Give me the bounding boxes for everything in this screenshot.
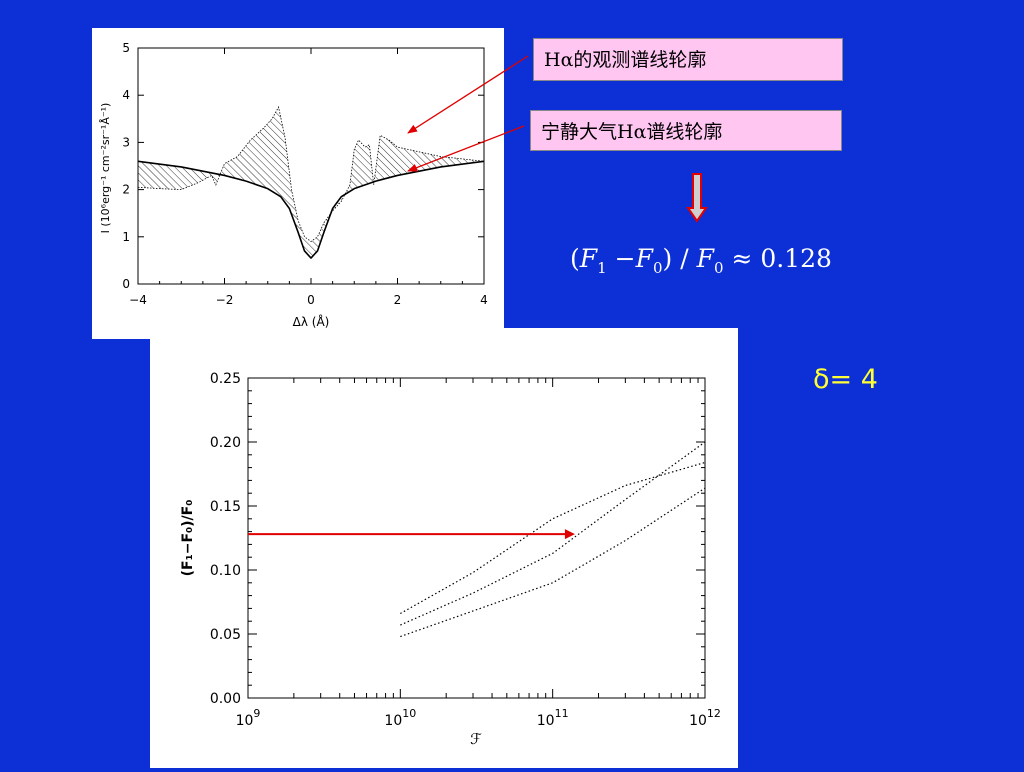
spectrum-y-tick-label: 3	[122, 135, 130, 149]
spectrum-y-tick-label: 0	[122, 277, 130, 291]
spectrum-x-tick-label: 0	[307, 293, 315, 307]
spectrum-y-tick-label: 4	[122, 88, 130, 102]
ratio-y-axis-label: (F₁−F₀)/F₀	[180, 500, 196, 577]
spectrum-chart-panel: −4 −2 0 2 4 0 1 2 3 4 5 Δλ (Å) I (10⁶erg⁻¹ cm⁻²sr⁻…	[92, 28, 504, 339]
spectrum-y-tick-label: 5	[122, 41, 130, 55]
spectrum-x-tick-label: 4	[480, 293, 488, 307]
quiet-profile-line	[138, 160, 484, 259]
ratio-x-tick-label: 1010	[384, 707, 416, 729]
observed-excess-hatch	[138, 107, 484, 259]
ratio-chart-panel: 109 1010 1011 1012 0.00 0.05 0.10 0.15 0.20 0.25 …	[150, 328, 738, 768]
spectrum-y-tick-label: 2	[122, 183, 130, 197]
ratio-level-arrow-head	[564, 529, 575, 540]
spectrum-x-axis-label: Δλ (Å)	[293, 314, 330, 329]
ratio-series-line-1	[400, 461, 705, 615]
ratio-series-line-3	[400, 487, 705, 638]
ratio-y-tick-label: 0.15	[210, 499, 241, 515]
observed-profile-label: Hα的观测谱线轮廓	[533, 38, 843, 81]
ratio-y-tick-label: 0.05	[210, 627, 241, 643]
spectrum-x-tick-label: 2	[394, 293, 402, 307]
ratio-y-tick-label: 0.25	[210, 371, 241, 387]
down-arrow-icon	[686, 173, 708, 223]
ratio-y-tick-label: 0.00	[210, 691, 241, 707]
spectrum-chart: −4 −2 0 2 4 0 1 2 3 4 5 Δλ (Å) I (10⁶erg⁻¹ cm⁻²sr⁻…	[99, 41, 488, 329]
ratio-x-axis-label: ℱ	[470, 730, 482, 748]
ratio-y-tick-label: 0.10	[210, 563, 241, 579]
spectrum-y-tick-label: 1	[122, 230, 130, 244]
ratio-y-tick-label: 0.20	[210, 435, 241, 451]
ratio-chart: 109 1010 1011 10120.000.050.100.150.200.25 …	[180, 371, 721, 748]
ratio-formula: (F1 −F0) / F0 ≈ 0.128	[570, 244, 832, 277]
observed-profile-line	[138, 105, 484, 243]
ratio-x-tick-label: 109	[236, 707, 261, 729]
delta-value: δ= 4	[813, 364, 878, 395]
ratio-x-tick-label: 1011	[537, 707, 569, 729]
ratio-x-tick-label: 1012	[689, 707, 721, 729]
spectrum-x-tick-label: −2	[216, 293, 234, 307]
ratio-series-line-2	[400, 441, 705, 626]
spectrum-x-tick-label: −4	[129, 293, 147, 307]
quiet-profile-label: 宁静大气Hα谱线轮廓	[530, 110, 842, 151]
ratio-plot-frame	[247, 377, 706, 699]
spectrum-y-axis-label: I (10⁶erg⁻¹ cm⁻²sr⁻¹Å⁻¹)	[99, 103, 112, 234]
